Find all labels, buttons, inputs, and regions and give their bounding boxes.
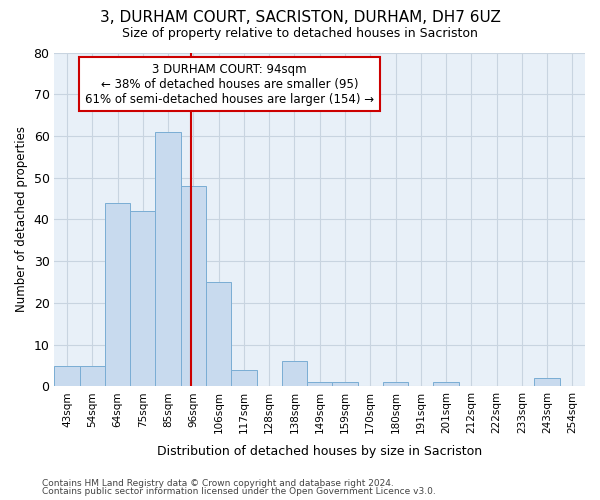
Bar — [105, 203, 130, 386]
Bar — [383, 382, 408, 386]
Bar — [155, 132, 181, 386]
Bar — [535, 378, 560, 386]
Bar — [282, 362, 307, 386]
Y-axis label: Number of detached properties: Number of detached properties — [15, 126, 28, 312]
Bar — [130, 211, 155, 386]
Text: Size of property relative to detached houses in Sacriston: Size of property relative to detached ho… — [122, 28, 478, 40]
Text: 3 DURHAM COURT: 94sqm
← 38% of detached houses are smaller (95)
61% of semi-deta: 3 DURHAM COURT: 94sqm ← 38% of detached … — [85, 62, 374, 106]
Bar — [80, 366, 105, 386]
Bar — [181, 186, 206, 386]
Bar — [332, 382, 358, 386]
Bar — [206, 282, 231, 387]
Text: Contains HM Land Registry data © Crown copyright and database right 2024.: Contains HM Land Registry data © Crown c… — [42, 478, 394, 488]
Text: Contains public sector information licensed under the Open Government Licence v3: Contains public sector information licen… — [42, 487, 436, 496]
Bar — [231, 370, 257, 386]
Text: 3, DURHAM COURT, SACRISTON, DURHAM, DH7 6UZ: 3, DURHAM COURT, SACRISTON, DURHAM, DH7 … — [100, 10, 500, 25]
X-axis label: Distribution of detached houses by size in Sacriston: Distribution of detached houses by size … — [157, 444, 482, 458]
Bar — [55, 366, 80, 386]
Bar — [307, 382, 332, 386]
Bar — [433, 382, 458, 386]
